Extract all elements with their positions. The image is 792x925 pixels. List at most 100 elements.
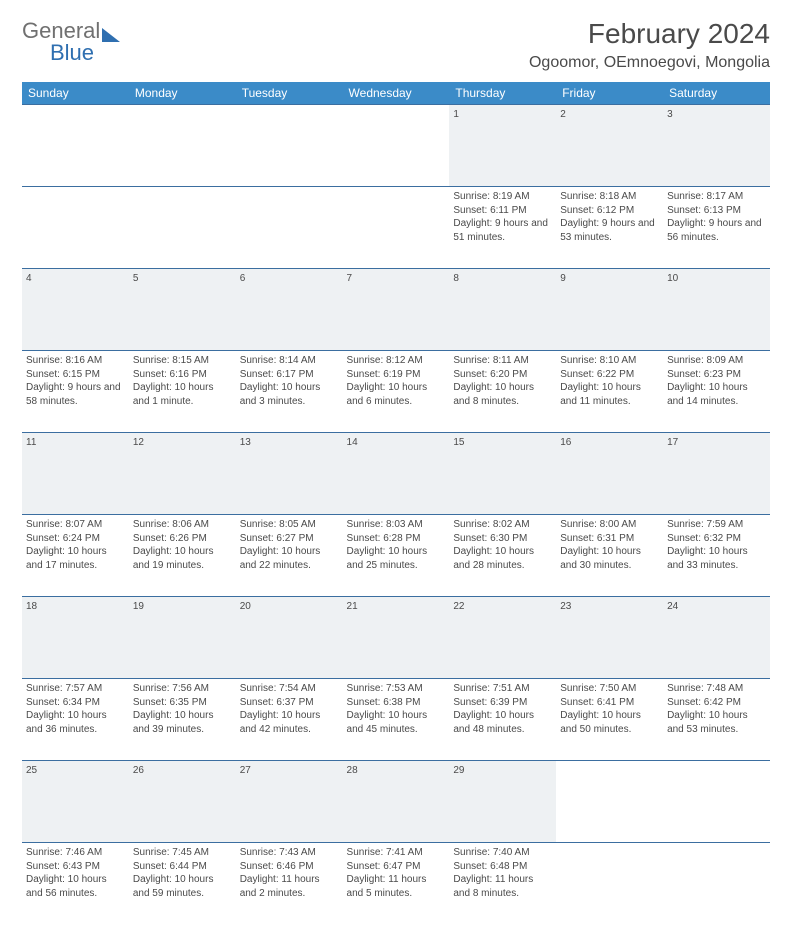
sunset-text: Sunset: 6:16 PM [133,368,232,382]
day-detail-cell [663,843,770,925]
sunrise-text: Sunrise: 7:43 AM [240,846,339,860]
daynum-row: 123 [22,105,770,187]
day-detail-cell [22,187,129,269]
day-detail-cell: Sunrise: 7:40 AMSunset: 6:48 PMDaylight:… [449,843,556,925]
sunrise-text: Sunrise: 7:46 AM [26,846,125,860]
day-number-cell: 8 [449,269,556,351]
day-number-cell: 3 [663,105,770,187]
day-detail-cell: Sunrise: 8:12 AMSunset: 6:19 PMDaylight:… [343,351,450,433]
title-block: February 2024 Ogoomor, OEmnoegovi, Mongo… [529,18,770,72]
daylight-text: Daylight: 10 hours and 56 minutes. [26,873,125,900]
sunset-text: Sunset: 6:30 PM [453,532,552,546]
day-detail-cell: Sunrise: 7:45 AMSunset: 6:44 PMDaylight:… [129,843,236,925]
daylight-text: Daylight: 10 hours and 3 minutes. [240,381,339,408]
sunset-text: Sunset: 6:46 PM [240,860,339,874]
sunset-text: Sunset: 6:26 PM [133,532,232,546]
logo: GeneralBlue [22,18,120,66]
detail-row: Sunrise: 8:16 AMSunset: 6:15 PM Daylight:… [22,351,770,433]
location: Ogoomor, OEmnoegovi, Mongolia [529,54,770,72]
day-number-cell: 10 [663,269,770,351]
sunset-text: Sunset: 6:11 PM [453,204,552,218]
day-detail-cell: Sunrise: 7:57 AMSunset: 6:34 PMDaylight:… [22,679,129,761]
sunrise-text: Sunrise: 7:40 AM [453,846,552,860]
daynum-row: 45678910 [22,269,770,351]
sunrise-text: Sunrise: 8:11 AM [453,354,552,368]
daynum-row: 11121314151617 [22,433,770,515]
daylight-text: Daylight: 10 hours and 17 minutes. [26,545,125,572]
sunrise-text: Sunrise: 8:00 AM [560,518,659,532]
sunrise-text: Sunrise: 8:10 AM [560,354,659,368]
day-detail-cell: Sunrise: 7:51 AMSunset: 6:39 PMDaylight:… [449,679,556,761]
daylight-text: Daylight: 10 hours and 36 minutes. [26,709,125,736]
sunrise-text: Sunrise: 7:50 AM [560,682,659,696]
day-number-cell [556,761,663,843]
sunrise-text: Sunrise: 8:18 AM [560,190,659,204]
weekday-header: Saturday [663,82,770,105]
day-number-cell [663,761,770,843]
day-detail-cell: Sunrise: 8:10 AMSunset: 6:22 PMDaylight:… [556,351,663,433]
sunset-text: Sunset: 6:31 PM [560,532,659,546]
sunset-text: Sunset: 6:44 PM [133,860,232,874]
day-detail-cell: Sunrise: 8:17 AMSunset: 6:13 PMDaylight:… [663,187,770,269]
detail-row: Sunrise: 8:19 AMSunset: 6:11 PMDaylight:… [22,187,770,269]
day-detail-cell: Sunrise: 8:15 AMSunset: 6:16 PMDaylight:… [129,351,236,433]
day-detail-cell: Sunrise: 8:14 AMSunset: 6:17 PMDaylight:… [236,351,343,433]
day-number-cell: 20 [236,597,343,679]
day-number-cell: 9 [556,269,663,351]
day-number-cell: 27 [236,761,343,843]
day-number-cell: 5 [129,269,236,351]
day-number-cell: 14 [343,433,450,515]
daylight-text: Daylight: 10 hours and 30 minutes. [560,545,659,572]
sunrise-text: Sunrise: 8:16 AM [26,354,125,368]
day-detail-cell: Sunrise: 7:56 AMSunset: 6:35 PMDaylight:… [129,679,236,761]
calendar-table: SundayMondayTuesdayWednesdayThursdayFrid… [22,82,770,925]
sunset-text: Sunset: 6:15 PM [26,368,125,382]
sunset-text: Sunset: 6:23 PM [667,368,766,382]
detail-row: Sunrise: 7:57 AMSunset: 6:34 PMDaylight:… [22,679,770,761]
day-number-cell: 12 [129,433,236,515]
daylight-text: Daylight: 11 hours and 5 minutes. [347,873,446,900]
day-number-cell: 2 [556,105,663,187]
sunset-text: Sunset: 6:47 PM [347,860,446,874]
daylight-text: Daylight: 10 hours and 48 minutes. [453,709,552,736]
sunset-text: Sunset: 6:32 PM [667,532,766,546]
sunset-text: Sunset: 6:22 PM [560,368,659,382]
sunset-text: Sunset: 6:19 PM [347,368,446,382]
daylight-text: Daylight: 10 hours and 50 minutes. [560,709,659,736]
day-number-cell: 13 [236,433,343,515]
sunrise-text: Sunrise: 8:14 AM [240,354,339,368]
sunset-text: Sunset: 6:24 PM [26,532,125,546]
daylight-text: Daylight: 10 hours and 6 minutes. [347,381,446,408]
day-detail-cell: Sunrise: 7:53 AMSunset: 6:38 PMDaylight:… [343,679,450,761]
day-number-cell: 29 [449,761,556,843]
sunrise-text: Sunrise: 8:19 AM [453,190,552,204]
weekday-header: Wednesday [343,82,450,105]
daylight-text: Daylight: 10 hours and 42 minutes. [240,709,339,736]
day-detail-cell: Sunrise: 8:19 AMSunset: 6:11 PMDaylight:… [449,187,556,269]
day-detail-cell: Sunrise: 7:59 AMSunset: 6:32 PMDaylight:… [663,515,770,597]
sunset-text: Sunset: 6:35 PM [133,696,232,710]
day-detail-cell [236,187,343,269]
sunrise-text: Sunrise: 8:17 AM [667,190,766,204]
daylight-text: Daylight: 9 hours and 51 minutes. [453,217,552,244]
weekday-header: Friday [556,82,663,105]
sunset-text: Sunset: 6:43 PM [26,860,125,874]
daylight-text: Daylight: 10 hours and 19 minutes. [133,545,232,572]
day-number-cell: 11 [22,433,129,515]
daylight-text: Daylight: 10 hours and 22 minutes. [240,545,339,572]
sunrise-text: Sunrise: 8:05 AM [240,518,339,532]
day-detail-cell: Sunrise: 8:00 AMSunset: 6:31 PMDaylight:… [556,515,663,597]
sunset-text: Sunset: 6:28 PM [347,532,446,546]
day-detail-cell: Sunrise: 8:09 AMSunset: 6:23 PMDaylight:… [663,351,770,433]
daylight-text: Daylight: 9 hours and 56 minutes. [667,217,766,244]
day-detail-cell: Sunrise: 8:18 AMSunset: 6:12 PMDaylight:… [556,187,663,269]
day-number-cell: 16 [556,433,663,515]
day-number-cell: 15 [449,433,556,515]
daylight-text: Daylight: 10 hours and 33 minutes. [667,545,766,572]
sunrise-text: Sunrise: 7:59 AM [667,518,766,532]
sunset-text: Sunset: 6:42 PM [667,696,766,710]
day-number-cell: 23 [556,597,663,679]
day-number-cell: 1 [449,105,556,187]
sunset-text: Sunset: 6:27 PM [240,532,339,546]
day-number-cell: 19 [129,597,236,679]
